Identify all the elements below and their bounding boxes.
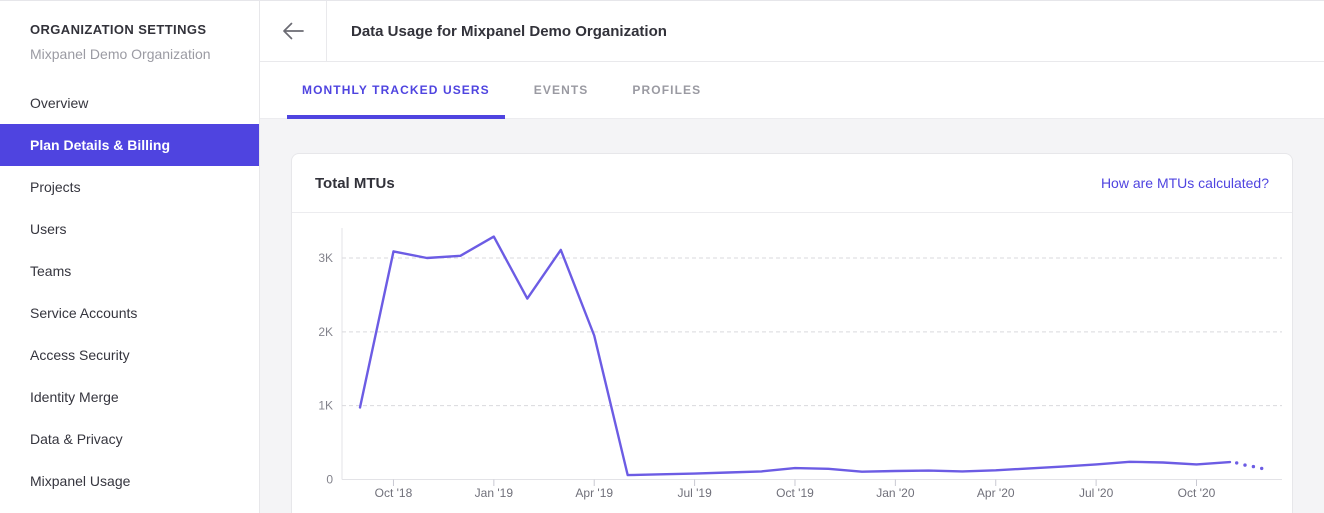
left-arrow-icon: [280, 18, 306, 44]
projection-dot: [1243, 463, 1247, 467]
total-mtus-card: Total MTUs How are MTUs calculated? 0 1K 2…: [291, 153, 1293, 513]
x-tick-label: Apr '19: [575, 486, 613, 500]
tab-events[interactable]: EVENTS: [533, 83, 589, 97]
main-column: Data Usage for Mixpanel Demo Organizatio…: [260, 1, 1324, 513]
content-area: Total MTUs How are MTUs calculated? 0 1K 2…: [260, 119, 1324, 513]
sidebar-item-identity-merge[interactable]: Identity Merge: [30, 389, 119, 405]
x-tick-label: Jan '20: [876, 486, 915, 500]
y-tick-label: 2K: [318, 325, 333, 339]
x-tick-label: Oct '19: [776, 486, 814, 500]
x-tick-label: Jul '20: [1079, 486, 1114, 500]
page-header: Data Usage for Mixpanel Demo Organizatio…: [260, 1, 1324, 62]
sidebar-item-mixpanel-usage[interactable]: Mixpanel Usage: [30, 473, 131, 489]
organization-name: Mixpanel Demo Organization: [30, 46, 211, 62]
x-tick-label: Oct '20: [1178, 486, 1216, 500]
mtu-help-link[interactable]: How are MTUs calculated?: [1100, 175, 1269, 191]
projection-dot: [1235, 461, 1239, 465]
mtu-line-chart: 0 1K 2K 3K Oct '18 Jan '19 Apr '19 Jul '19 Oct '…: [292, 213, 1292, 513]
page-title: Data Usage for Mixpanel Demo Organizatio…: [351, 22, 667, 40]
sidebar-item-service-accounts[interactable]: Service Accounts: [30, 305, 138, 321]
y-tick-label: 0: [326, 473, 333, 487]
sidebar: ORGANIZATION SETTINGS Mixpanel Demo Orga…: [0, 1, 260, 513]
projection-dot: [1260, 466, 1264, 471]
tab-monthly-tracked-users[interactable]: MONTHLY TRACKED USERS: [287, 62, 505, 119]
sidebar-item-data-privacy[interactable]: Data & Privacy: [30, 431, 123, 447]
x-tick-label: Oct '18: [375, 486, 413, 500]
sidebar-item-access-security[interactable]: Access Security: [30, 347, 130, 363]
x-tick-label: Jul '19: [677, 486, 712, 500]
sidebar-item-users[interactable]: Users: [30, 221, 67, 237]
sidebar-title: ORGANIZATION SETTINGS: [30, 22, 207, 37]
back-button[interactable]: [260, 1, 327, 61]
tab-bar: MONTHLY TRACKED USERS EVENTS PROFILES: [260, 62, 1324, 119]
card-title: Total MTUs: [315, 174, 395, 192]
card-header: Total MTUs How are MTUs calculated?: [292, 154, 1292, 213]
sidebar-item-plan-details-billing[interactable]: Plan Details & Billing: [0, 124, 259, 166]
sidebar-nav: Overview Plan Details & Billing Projects Us…: [0, 82, 259, 502]
sidebar-header: ORGANIZATION SETTINGS Mixpanel Demo Orga…: [0, 1, 259, 62]
y-tick-label: 1K: [318, 399, 333, 413]
sidebar-item-teams[interactable]: Teams: [30, 263, 72, 279]
chart-canvas: 0 1K 2K 3K Oct '18 Jan '19 Apr '19 Jul '19 Oct '…: [318, 228, 1282, 500]
tab-profiles[interactable]: PROFILES: [632, 83, 702, 97]
x-tick-label: Jan '19: [475, 486, 514, 500]
sidebar-item-overview[interactable]: Overview: [30, 95, 89, 111]
y-tick-label: 3K: [318, 251, 333, 265]
x-tick-label: Apr '20: [977, 486, 1015, 500]
projection-dot: [1251, 464, 1256, 469]
sidebar-item-projects[interactable]: Projects: [30, 179, 81, 195]
mtu-series-line: [358, 235, 1232, 477]
